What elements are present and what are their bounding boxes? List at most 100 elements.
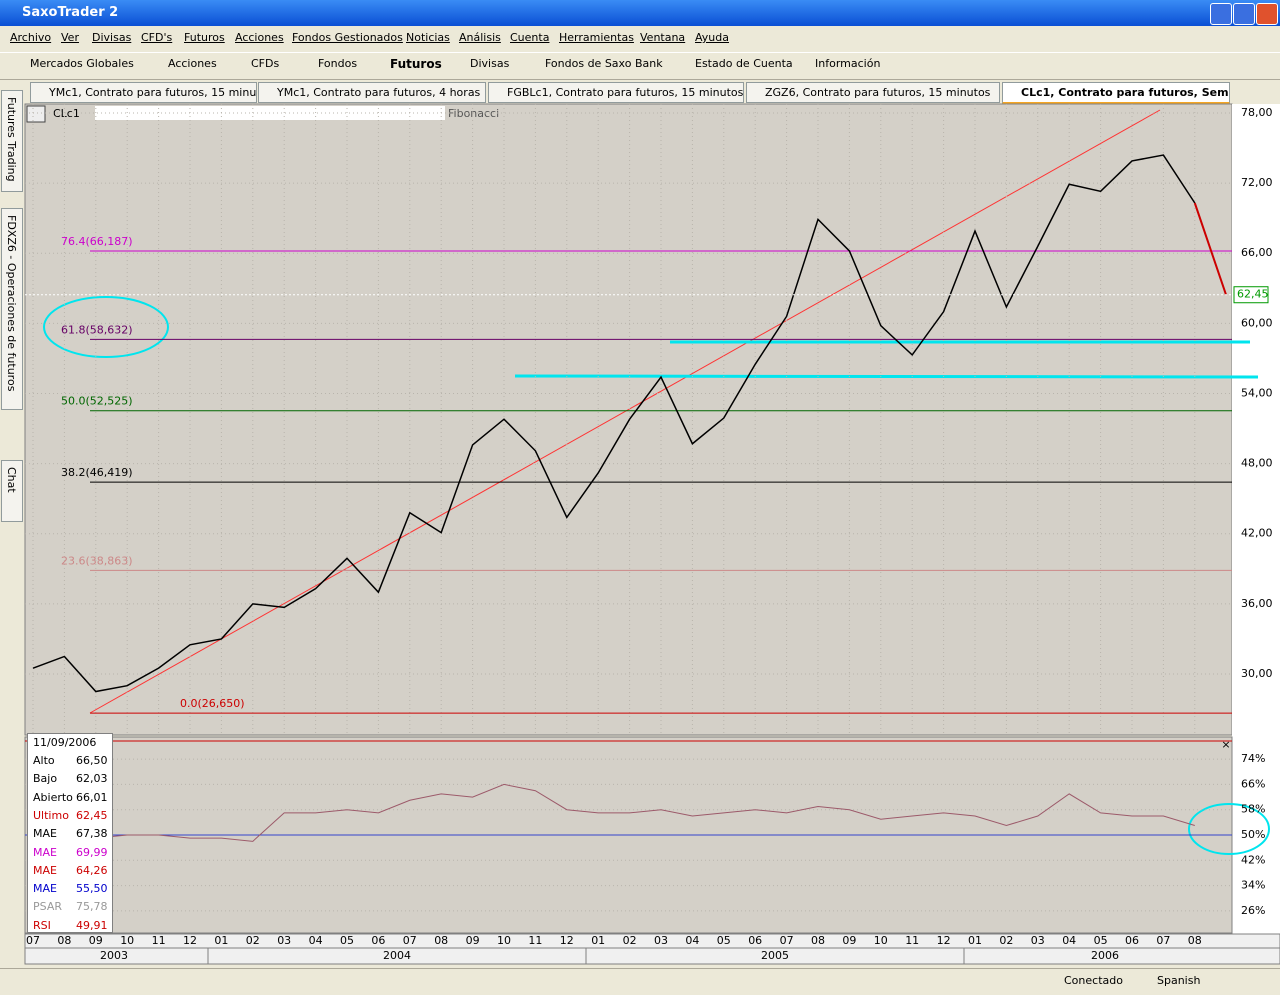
close-button[interactable] — [1256, 3, 1278, 25]
side-bar: Futures Trading FDXZ6 - Operaciones de fu… — [0, 80, 23, 970]
menu-item[interactable]: Ventana — [640, 31, 686, 44]
rsi-tick-label: 66% — [1241, 777, 1265, 790]
year-label: 2004 — [383, 949, 411, 962]
side-tab[interactable]: FDXZ6 - Operaciones de futuros — [1, 208, 23, 410]
x-tick-label: 05 — [717, 934, 731, 947]
x-tick-label: 05 — [340, 934, 354, 947]
x-tick-label: 11 — [528, 934, 542, 947]
menu-item[interactable]: Futuros — [184, 31, 225, 44]
price-axis — [1232, 104, 1280, 935]
highlight-ellipse — [1188, 803, 1270, 855]
menu-item[interactable]: Noticias — [406, 31, 450, 44]
side-tab[interactable]: Futures Trading — [1, 90, 23, 192]
info-name: MAE — [33, 827, 57, 841]
x-tick-label: 02 — [246, 934, 260, 947]
menu-bar: Archivo Ver Divisas CFD's Futuros Acciones Fon… — [0, 26, 1280, 50]
x-tick-label: 02 — [623, 934, 637, 947]
x-tick-label: 12 — [560, 934, 574, 947]
y-tick-label: 48,00 — [1241, 457, 1273, 470]
support-line — [514, 374, 1259, 379]
x-tick-label: 10 — [497, 934, 511, 947]
close-pane-button[interactable]: × — [1221, 738, 1230, 751]
document-tab[interactable]: YMc1, Contrato para futuros, 15 minutos — [30, 82, 257, 103]
menu-item[interactable]: CFD's — [141, 31, 173, 44]
minimize-button[interactable] — [1210, 3, 1232, 25]
window-title: SaxoTrader 2 — [22, 5, 119, 20]
fib-label: 61.8(58,632) — [61, 323, 133, 336]
info-value: 66,50 — [76, 754, 108, 767]
x-tick-label: 01 — [591, 934, 605, 947]
tab-bar: YMc1, Contrato para futuros, 15 minutos Y… — [24, 80, 1280, 104]
menu-item[interactable]: Cuenta — [510, 31, 550, 44]
maximize-button[interactable] — [1233, 3, 1255, 25]
info-name: Bajo — [33, 772, 58, 786]
x-tick-label: 01 — [968, 934, 982, 947]
y-tick-label: 54,00 — [1241, 386, 1273, 399]
info-name: MAE — [33, 863, 57, 877]
toolbar-button[interactable]: Estado de Cuenta — [695, 57, 793, 70]
side-tab-label: Futures Trading — [5, 97, 18, 182]
toolbar-button[interactable]: Fondos — [318, 57, 358, 70]
toolbar-button[interactable]: Divisas — [470, 57, 510, 70]
x-tick-label: 10 — [120, 934, 134, 947]
x-tick-label: 07 — [403, 934, 417, 947]
menu-item[interactable]: Acciones — [235, 31, 284, 44]
info-name: Abierto — [33, 790, 73, 804]
menu-item[interactable]: Divisas — [92, 31, 132, 44]
x-tick-label: 09 — [89, 934, 103, 947]
toolbar-button[interactable]: Futuros — [390, 57, 442, 71]
rsi-tick-label: 58% — [1241, 803, 1265, 816]
y-tick-label: 30,00 — [1241, 667, 1273, 680]
x-tick-label: 09 — [466, 934, 480, 947]
fib-label: 0.0(26,650) — [180, 697, 245, 710]
info-value: 66,01 — [76, 790, 108, 804]
toolbar-button[interactable]: Mercados Globales — [30, 57, 134, 70]
document-tab[interactable]: ZGZ6, Contrato para futuros, 15 minutos — [746, 82, 1000, 103]
last-price-box — [1233, 286, 1269, 304]
menu-item[interactable]: Análisis — [459, 31, 501, 44]
document-tab[interactable]: FGBLc1, Contrato para futuros, 15 minuto… — [488, 82, 744, 103]
menu-item[interactable]: Fondos Gestionados — [292, 31, 403, 44]
menu-item[interactable]: Herramientas — [559, 31, 634, 44]
x-tick-label: 06 — [748, 934, 762, 947]
year-label: 2006 — [1091, 949, 1119, 962]
info-value: 62,45 — [76, 808, 108, 822]
year-label: 2005 — [761, 949, 789, 962]
rsi-tick-label: 74% — [1241, 752, 1265, 765]
toolbar-button[interactable]: Fondos de Saxo Bank — [545, 57, 663, 70]
x-tick-label: 08 — [1188, 934, 1202, 947]
fib-label: 76.4(66,187) — [61, 235, 133, 248]
menu-item[interactable]: Ver — [61, 31, 79, 44]
language-status: Spanish — [1157, 974, 1201, 987]
info-name: PSAR — [33, 900, 62, 914]
menu-item[interactable]: Ayuda — [695, 31, 729, 44]
y-tick-label: 42,00 — [1241, 527, 1273, 540]
rsi-tick-label: 34% — [1241, 879, 1265, 892]
x-tick-label: 05 — [1094, 934, 1108, 947]
toolbar-button[interactable]: CFDs — [251, 57, 280, 70]
document-tab[interactable]: YMc1, Contrato para futuros, 4 horas — [258, 82, 486, 103]
x-tick-label: 08 — [811, 934, 825, 947]
info-value: 75,78 — [76, 900, 108, 914]
fib-label: 38.2(46,419) — [61, 466, 133, 479]
chart-menu-button[interactable] — [26, 105, 46, 123]
menu-item[interactable]: Archivo — [10, 31, 52, 44]
x-tick-label: 07 — [26, 934, 40, 947]
x-tick-label: 03 — [277, 934, 291, 947]
x-tick-label: 04 — [309, 934, 323, 947]
info-box: 11/09/2006 Alto 66,50 Bajo 62,03 Abierto 66,01… — [27, 733, 113, 933]
info-name: Alto — [33, 754, 55, 767]
side-tab[interactable]: Chat — [1, 460, 23, 522]
title-bar: SaxoTrader 2 — [0, 0, 1280, 26]
x-tick-label: 10 — [874, 934, 888, 947]
connection-status: Conectado — [1064, 974, 1123, 987]
document-tab[interactable]: CLc1, Contrato para futuros, Semanal — [1002, 82, 1230, 104]
toolbar-button[interactable]: Acciones — [168, 57, 217, 70]
info-value: 67,38 — [76, 827, 108, 841]
price-pane — [24, 103, 1233, 736]
price-line-end — [1193, 202, 1227, 296]
toolbar-button[interactable]: Información — [815, 57, 881, 70]
side-tab-label: FDXZ6 - Operaciones de futuros — [5, 215, 18, 392]
